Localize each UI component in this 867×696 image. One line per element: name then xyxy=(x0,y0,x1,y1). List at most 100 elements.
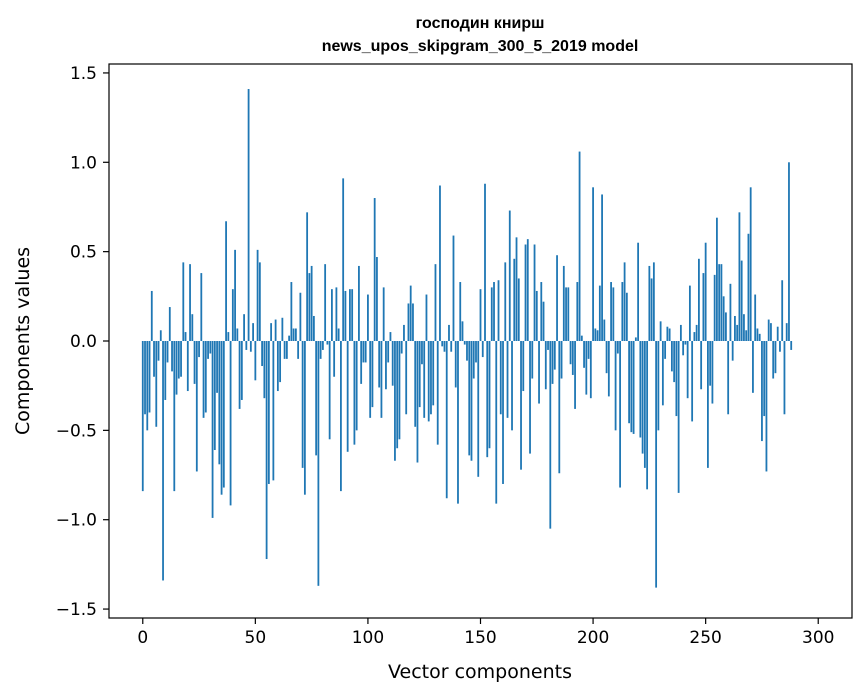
bar-76 xyxy=(312,315,315,341)
bar-156 xyxy=(493,282,495,341)
bar-7 xyxy=(157,341,160,361)
bar-213 xyxy=(621,282,624,341)
bar-43 xyxy=(238,341,241,409)
bar-247 xyxy=(698,258,700,341)
bar-165 xyxy=(513,258,516,341)
bar-219 xyxy=(634,337,637,341)
bar-224 xyxy=(646,341,649,490)
bar-278 xyxy=(767,319,770,341)
bar-266 xyxy=(740,260,743,341)
bar-124 xyxy=(421,341,423,365)
bar-273 xyxy=(756,328,759,341)
bar-208 xyxy=(610,282,612,341)
bar-217 xyxy=(630,341,633,433)
bar-2 xyxy=(146,341,149,431)
bar-130 xyxy=(434,264,437,341)
bar-16 xyxy=(177,341,180,379)
bar-74 xyxy=(308,273,311,341)
bar-250 xyxy=(704,242,707,341)
bar-252 xyxy=(709,341,712,386)
bar-114 xyxy=(398,341,401,440)
bar-96 xyxy=(358,265,360,341)
bar-283 xyxy=(779,341,781,352)
bar-115 xyxy=(400,341,403,354)
bar-50 xyxy=(254,341,257,381)
bar-23 xyxy=(193,341,196,384)
bar-86 xyxy=(335,287,338,341)
bar-8 xyxy=(159,330,162,341)
bar-238 xyxy=(677,341,680,493)
bar-215 xyxy=(625,292,628,341)
bar-180 xyxy=(547,341,549,350)
bar-185 xyxy=(558,341,561,474)
bar-214 xyxy=(623,262,626,341)
bar-195 xyxy=(580,335,583,341)
bar-149 xyxy=(477,341,480,477)
bar-229 xyxy=(657,341,660,431)
bar-72 xyxy=(303,341,306,495)
bar-177 xyxy=(540,282,543,341)
bar-249 xyxy=(702,273,705,341)
bar-270 xyxy=(749,187,752,341)
y-tick-label: 1.5 xyxy=(70,64,97,84)
bar-42 xyxy=(236,328,239,341)
bar-64 xyxy=(285,341,288,359)
bar-137 xyxy=(450,341,453,352)
bar-182 xyxy=(551,341,554,384)
bar-82 xyxy=(326,341,329,345)
bar-242 xyxy=(686,341,689,399)
bar-153 xyxy=(486,341,489,458)
bar-154 xyxy=(488,341,491,449)
bar-79 xyxy=(319,341,322,359)
bar-287 xyxy=(788,162,790,341)
bar-179 xyxy=(544,341,547,390)
bar-34 xyxy=(218,341,221,465)
bar-204 xyxy=(601,194,603,341)
bar-121 xyxy=(414,341,417,427)
bar-186 xyxy=(560,341,563,379)
bar-117 xyxy=(405,341,408,415)
bar-279 xyxy=(770,323,772,341)
bar-265 xyxy=(738,212,741,341)
bar-282 xyxy=(776,326,779,341)
bar-138 xyxy=(452,235,455,341)
bar-258 xyxy=(722,296,725,341)
bar-85 xyxy=(333,341,336,377)
bar-0 xyxy=(141,341,144,492)
bar-106 xyxy=(380,341,383,418)
bar-264 xyxy=(736,324,739,341)
bar-127 xyxy=(427,341,430,422)
bar-183 xyxy=(553,341,556,370)
bar-38 xyxy=(227,332,230,341)
bar-25 xyxy=(198,341,200,358)
bar-207 xyxy=(607,341,610,397)
bar-102 xyxy=(371,341,374,408)
bar-20 xyxy=(186,341,189,392)
bar-109 xyxy=(387,341,390,363)
bar-71 xyxy=(301,341,304,468)
bar-220 xyxy=(637,242,640,341)
bar-73 xyxy=(306,212,309,341)
bar-262 xyxy=(731,341,734,361)
bar-17 xyxy=(180,341,182,377)
bar-122 xyxy=(416,341,419,463)
bar-175 xyxy=(535,290,538,341)
bar-78 xyxy=(317,341,320,586)
bar-69 xyxy=(297,341,300,359)
bar-227 xyxy=(652,262,655,341)
bar-272 xyxy=(754,294,757,341)
bar-120 xyxy=(412,303,414,341)
bar-190 xyxy=(569,341,572,365)
bar-189 xyxy=(567,287,570,341)
bar-211 xyxy=(616,341,619,354)
bar-77 xyxy=(315,341,318,456)
bar-255 xyxy=(716,217,718,341)
bar-218 xyxy=(632,341,635,434)
bar-244 xyxy=(691,341,694,422)
bar-202 xyxy=(596,330,599,341)
chart-title: господин книрш xyxy=(416,15,545,32)
bar-95 xyxy=(355,341,358,431)
y-axis-label: Components values xyxy=(12,247,34,435)
bar-248 xyxy=(700,341,703,390)
bar-18 xyxy=(182,262,185,341)
